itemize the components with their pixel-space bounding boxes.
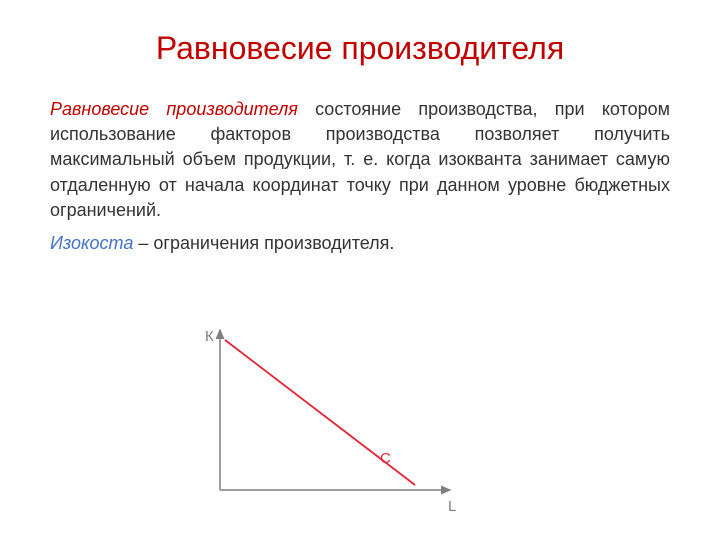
paragraph-2-dash: – xyxy=(133,233,153,253)
slide-title: Равновесие производителя xyxy=(50,30,670,67)
curve-label-c: С xyxy=(380,450,391,467)
isocost-chart: К L С xyxy=(200,320,480,520)
term-equilibrium: Равновесие производителя xyxy=(50,99,298,119)
paragraph-2: Изокоста – ограничения производителя. xyxy=(50,231,670,256)
chart-svg xyxy=(200,320,480,520)
paragraph-1: Равновесие производителя состояние произ… xyxy=(50,97,670,223)
paragraph-2-rest: ограничения производителя. xyxy=(153,233,394,253)
term-isocost: Изокоста xyxy=(50,233,133,253)
axis-label-l: L xyxy=(448,498,456,515)
axis-label-k: К xyxy=(205,328,214,345)
